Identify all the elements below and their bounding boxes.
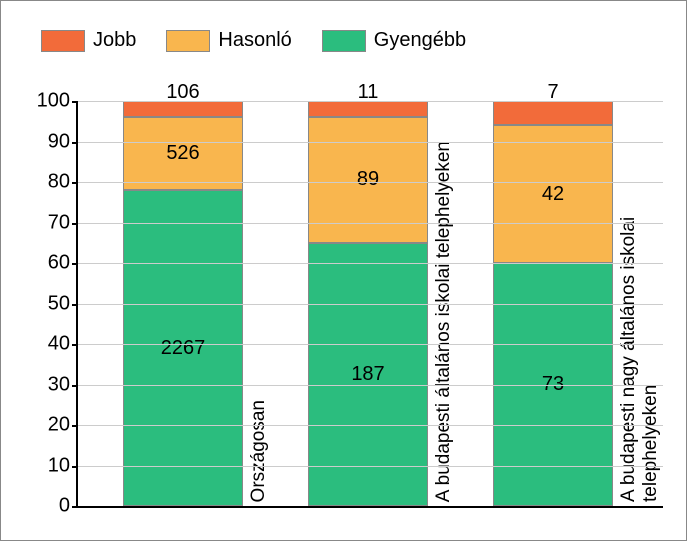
- ytick-label: 70: [48, 211, 78, 234]
- ytick-label: 30: [48, 373, 78, 396]
- bar-segment: 2267: [123, 190, 243, 506]
- legend-label-gyengebb: Gyengébb: [374, 29, 466, 52]
- ytick-label: 20: [48, 414, 78, 437]
- bar-segment: 89: [308, 117, 428, 243]
- bar-segment: 11: [308, 101, 428, 117]
- gridline: [78, 101, 663, 102]
- ytick-label: 60: [48, 252, 78, 275]
- bar-caption: A budapesti nagy általános iskolai telep…: [618, 101, 662, 502]
- gridline: [78, 385, 663, 386]
- legend-label-hasonlo: Hasonló: [218, 29, 291, 52]
- legend-swatch-jobb: [41, 30, 85, 52]
- legend: Jobb Hasonló Gyengébb: [41, 29, 466, 52]
- segment-value-label: 2267: [161, 337, 206, 360]
- ytick-label: 80: [48, 171, 78, 194]
- ytick-label: 90: [48, 130, 78, 153]
- gridline: [78, 142, 663, 143]
- bar-segment: 7: [493, 101, 613, 125]
- bar-segment: 187: [308, 243, 428, 506]
- ytick-label: 10: [48, 454, 78, 477]
- segment-value-label: 42: [542, 183, 564, 206]
- ytick-label: 40: [48, 333, 78, 356]
- ytick-label: 100: [37, 90, 78, 113]
- gridline: [78, 182, 663, 183]
- bar-caption: A budapesti általános iskolai telephelye…: [433, 141, 455, 502]
- chart-container: Jobb Hasonló Gyengébb 2267 526 106 Országos…: [0, 0, 687, 541]
- bar-segment: 106: [123, 101, 243, 117]
- gridline: [78, 263, 663, 264]
- bar-caption: Országosan: [248, 400, 270, 502]
- segment-value-label: 526: [166, 142, 199, 165]
- bar-segment: 42: [493, 125, 613, 263]
- gridline: [78, 304, 663, 305]
- legend-item-jobb: Jobb: [41, 29, 136, 52]
- legend-swatch-hasonlo: [166, 30, 210, 52]
- segment-value-label: 187: [351, 363, 384, 386]
- gridline: [78, 344, 663, 345]
- gridline: [78, 223, 663, 224]
- legend-swatch-gyengebb: [322, 30, 366, 52]
- gridline: [78, 466, 663, 467]
- legend-label-jobb: Jobb: [93, 29, 136, 52]
- bar-segment: 526: [123, 117, 243, 190]
- ytick-label: 50: [48, 292, 78, 315]
- legend-item-gyengebb: Gyengébb: [322, 29, 466, 52]
- legend-item-hasonlo: Hasonló: [166, 29, 291, 52]
- gridline: [78, 425, 663, 426]
- plot-area: 2267 526 106 Országosan 187 89 11 A budapesti á…: [76, 101, 663, 508]
- ytick-label: 0: [59, 495, 78, 518]
- segment-value-label: 89: [357, 168, 379, 191]
